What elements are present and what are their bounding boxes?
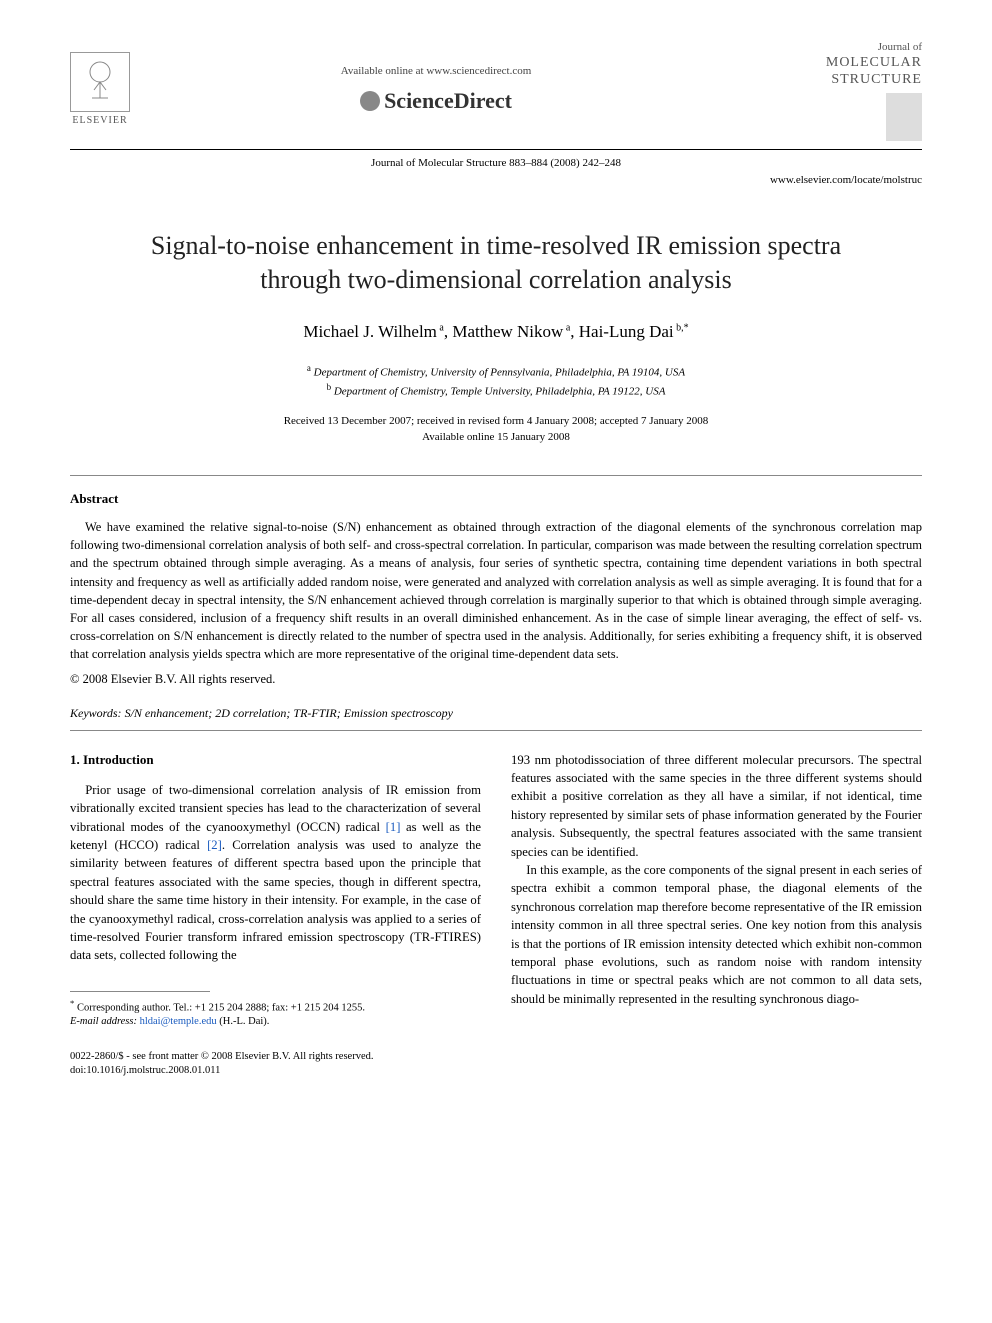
citation-2[interactable]: [2] [207, 838, 222, 852]
author-1: Michael J. Wilhelm [303, 322, 437, 341]
intro-heading: 1. Introduction [70, 751, 481, 769]
elsevier-tree-icon [70, 52, 130, 112]
elsevier-label: ELSEVIER [72, 114, 127, 128]
author-2-affil: a [563, 323, 570, 334]
page-header: ELSEVIER Available online at www.science… [70, 40, 922, 141]
sciencedirect-block: Available online at www.sciencedirect.co… [130, 64, 742, 116]
journal-title-box: Journal of MOLECULAR STRUCTURE [742, 40, 922, 141]
email-attribution: (H.-L. Dai). [217, 1016, 270, 1027]
citation-1[interactable]: [1] [386, 820, 401, 834]
author-3-affil: b,* [674, 323, 689, 334]
dates-available: Available online 15 January 2008 [70, 430, 922, 445]
dates-received: Received 13 December 2007; received in r… [70, 414, 922, 429]
keywords-label: Keywords: [70, 706, 122, 720]
abstract-copyright: © 2008 Elsevier B.V. All rights reserved… [70, 671, 922, 689]
keywords: Keywords: S/N enhancement; 2D correlatio… [70, 705, 922, 722]
abstract-body: We have examined the relative signal-to-… [70, 518, 922, 663]
left-column: 1. Introduction Prior usage of two-dimen… [70, 751, 481, 1078]
intro-para-2: 193 nm photodissociation of three differ… [511, 751, 922, 861]
affiliations: a Department of Chemistry, University of… [70, 362, 922, 400]
abstract-heading: Abstract [70, 490, 922, 508]
sciencedirect-logo: ScienceDirect [130, 86, 742, 117]
email-link[interactable]: hldai@temple.edu [140, 1016, 217, 1027]
abstract-bottom-rule [70, 730, 922, 731]
locate-url: www.elsevier.com/locate/molstruc [70, 173, 922, 188]
header-separator [70, 149, 922, 150]
sciencedirect-text: ScienceDirect [384, 86, 512, 117]
body-columns: 1. Introduction Prior usage of two-dimen… [70, 751, 922, 1078]
journal-cover-thumbnail [886, 93, 922, 141]
journal-of-label: Journal of [742, 40, 922, 55]
journal-name-line1: MOLECULAR [742, 55, 922, 72]
article-dates: Received 13 December 2007; received in r… [70, 414, 922, 445]
sciencedirect-dot-icon [360, 91, 380, 111]
footer-front-matter: 0022-2860/$ - see front matter © 2008 El… [70, 1050, 481, 1064]
corresponding-author: Corresponding author. Tel.: +1 215 204 2… [77, 1002, 365, 1013]
article-title: Signal-to-noise enhancement in time-reso… [110, 229, 882, 297]
journal-name-line2: STRUCTURE [742, 72, 922, 89]
affiliation-a: Department of Chemistry, University of P… [314, 367, 685, 379]
footer: 0022-2860/$ - see front matter © 2008 El… [70, 1050, 481, 1078]
authors: Michael J. Wilhelm a, Matthew Nikow a, H… [70, 320, 922, 344]
journal-info-row: Journal of Molecular Structure 883–884 (… [70, 156, 922, 171]
available-online-text: Available online at www.sciencedirect.co… [130, 64, 742, 79]
footnote: * Corresponding author. Tel.: +1 215 204… [70, 998, 481, 1030]
elsevier-logo: ELSEVIER [70, 52, 130, 128]
journal-reference: Journal of Molecular Structure 883–884 (… [150, 156, 842, 171]
abstract-top-rule [70, 475, 922, 476]
footer-doi: doi:10.1016/j.molstruc.2008.01.011 [70, 1064, 481, 1078]
email-label: E-mail address: [70, 1016, 137, 1027]
keywords-text: S/N enhancement; 2D correlation; TR-FTIR… [125, 706, 453, 720]
author-3: Hai-Lung Dai [579, 322, 674, 341]
author-2: Matthew Nikow [452, 322, 563, 341]
right-column: 193 nm photodissociation of three differ… [511, 751, 922, 1078]
author-1-affil: a [437, 323, 444, 334]
intro-para-3: In this example, as the core components … [511, 861, 922, 1008]
affiliation-b: Department of Chemistry, Temple Universi… [334, 386, 666, 398]
intro-para-1: Prior usage of two-dimensional correlati… [70, 781, 481, 965]
footnote-rule [70, 991, 210, 992]
